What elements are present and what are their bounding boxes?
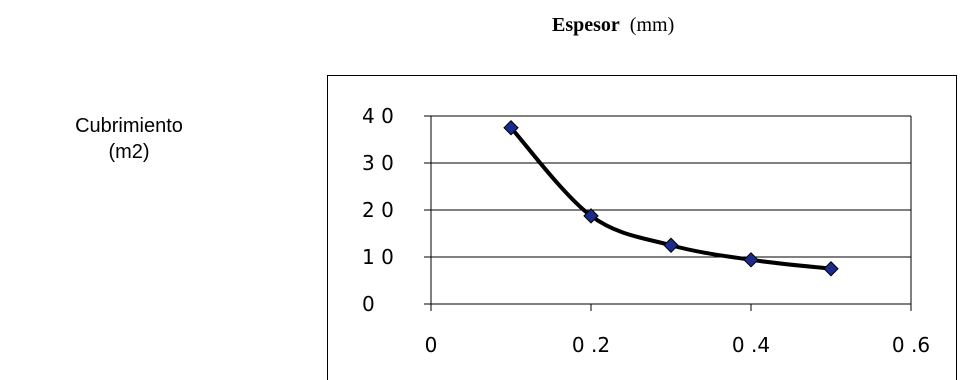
chart-area-frame — [327, 75, 957, 380]
y-tick-label: 0 — [362, 292, 375, 316]
y-axis-label-line2: (m2) — [108, 141, 150, 163]
data-point-marker — [583, 208, 599, 224]
x-tick-label: 0 .4 — [732, 333, 770, 357]
data-point-marker — [663, 237, 679, 253]
x-tick-label: 0 — [425, 333, 438, 357]
data-point-marker — [503, 120, 519, 136]
x-tick-label: 0 .2 — [572, 333, 610, 357]
data-point-marker — [743, 252, 759, 268]
y-tick-label: 3 0 — [362, 151, 394, 175]
y-tick-label: 2 0 — [362, 198, 394, 222]
x-tick-label: 0 .6 — [892, 333, 930, 357]
chart-title-bold: Espesor — [552, 14, 620, 36]
y-axis-label: Cubrimiento (m2) — [54, 113, 204, 165]
chart-title: Espesor (mm) — [552, 14, 674, 37]
data-point-marker — [823, 261, 839, 277]
y-axis-label-line1: Cubrimiento — [75, 115, 183, 137]
y-tick-label: 4 0 — [362, 104, 394, 128]
y-tick-label: 1 0 — [362, 245, 394, 269]
chart-title-unit: (mm) — [629, 14, 675, 36]
